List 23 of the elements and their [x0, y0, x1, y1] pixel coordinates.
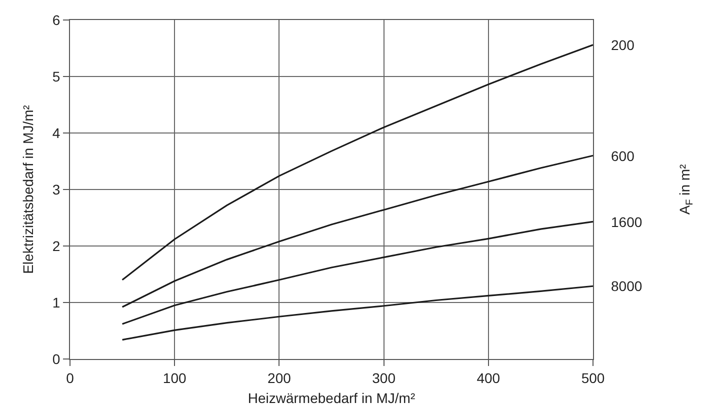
x-tick-label: 0: [66, 370, 74, 386]
series-label: 600: [611, 148, 635, 164]
y-axis-title: Elektrizitätsbedarf in MJ/m²: [20, 104, 36, 274]
x-axis-title: Heizwärmebedarf in MJ/m²: [248, 390, 416, 406]
line-series: [122, 220, 593, 325]
y-tick-label: 5: [52, 68, 60, 84]
x-tick-label: 100: [162, 370, 186, 386]
x-tick-label: 300: [372, 370, 396, 386]
line-series: [122, 44, 593, 281]
line-series: [122, 154, 593, 308]
y-tick-label: 0: [52, 350, 60, 367]
y-tick-label: 2: [52, 238, 60, 254]
series-label: 200: [611, 37, 635, 53]
y-tick-label: 3: [52, 181, 60, 198]
x-tick-label: 500: [581, 370, 605, 386]
y-tick-label: 4: [52, 124, 60, 141]
line-series: [122, 285, 593, 341]
x-tick-label: 400: [476, 370, 500, 386]
series-label: 1600: [611, 214, 642, 230]
x-tick-label: 200: [268, 370, 292, 386]
y-tick-label: 1: [52, 294, 60, 310]
y-tick-label: 6: [52, 12, 60, 28]
series-label: 8000: [611, 278, 642, 294]
